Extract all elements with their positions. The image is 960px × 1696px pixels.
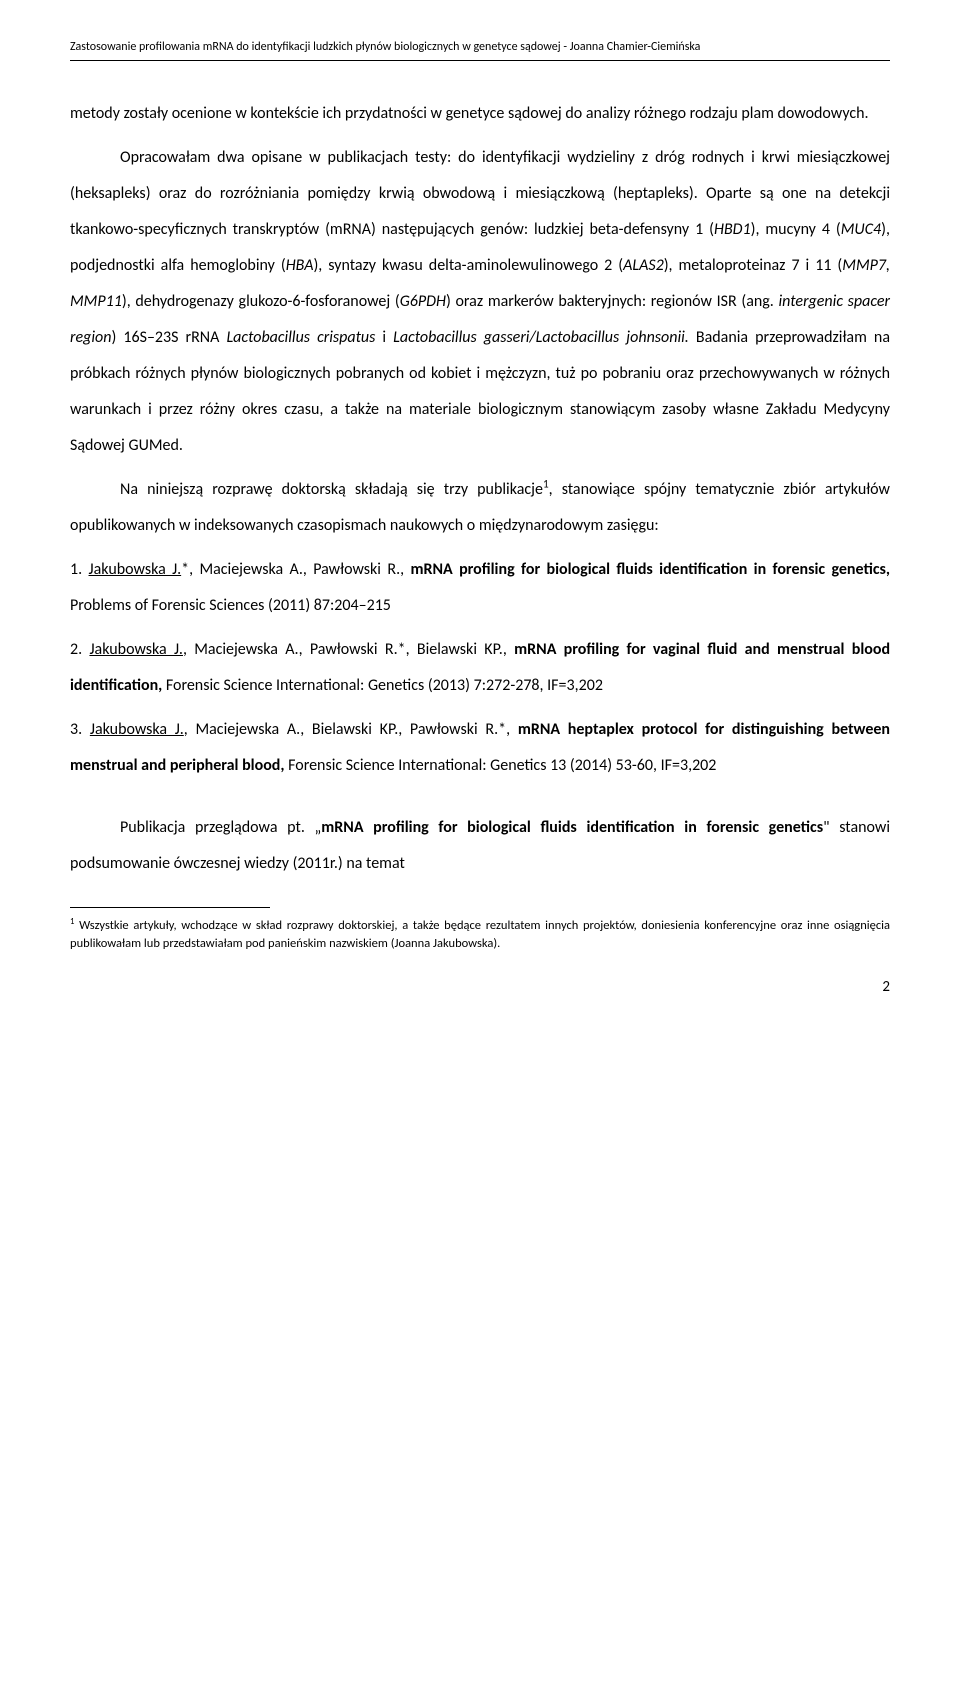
publication-title: mRNA profiling for biological fluids ide…	[321, 818, 823, 837]
paragraph-4: Publikacja przeglądowa pt. „mRNA profili…	[70, 810, 890, 882]
text-span: ), metaloproteinaz 7 i 11 (	[664, 256, 843, 275]
gene-name: ALAS2	[623, 256, 664, 275]
ref-journal: Forensic Science International: Genetics…	[162, 676, 603, 695]
reference-1: 1. Jakubowska J.*, Maciejewska A., Pawło…	[70, 552, 890, 624]
page-number: 2	[70, 978, 890, 996]
ref-number: 3.	[70, 720, 90, 739]
ref-journal: Problems of Forensic Sciences (2011) 87:…	[70, 596, 391, 615]
ref-number: 1.	[70, 560, 89, 579]
footnote-divider	[70, 907, 270, 908]
ref-authors-rest: , Maciejewska A., Pawłowski R.*, Bielaws…	[183, 640, 514, 659]
gene-name: MUC4	[841, 220, 881, 239]
ref-authors-rest: *, Maciejewska A., Pawłowski R.,	[181, 560, 410, 579]
gene-name: HBD1	[714, 220, 751, 239]
text-span: ) 16S–23S rRNA	[111, 328, 226, 347]
paragraph-3: Na niniejszą rozprawę doktorską składają…	[70, 472, 890, 544]
text-span: ), mucyny 4 (	[751, 220, 841, 239]
text-span: ), syntazy kwasu delta-aminolewulinowego…	[313, 256, 623, 275]
species-name: Lactobacillus crispatus	[226, 328, 375, 347]
document-body: metody zostały ocenione w kontekście ich…	[70, 96, 890, 882]
ref-journal: Forensic Science International: Genetics…	[285, 756, 717, 775]
reference-3: 3. Jakubowska J., Maciejewska A., Bielaw…	[70, 712, 890, 784]
species-name: Lactobacillus gasseri/Lactobacillus john…	[393, 328, 689, 347]
text-span: metody zostały ocenione w kontekście ich…	[70, 104, 869, 123]
reference-2: 2. Jakubowska J., Maciejewska A., Pawłow…	[70, 632, 890, 704]
ref-author: Jakubowska J.	[89, 560, 182, 579]
spacer	[70, 792, 890, 810]
footnote-text: Wszystkie artykuły, wchodzące w skład ro…	[70, 918, 890, 951]
ref-author: Jakubowska J.	[89, 640, 183, 659]
footnote: 1 Wszystkie artykuły, wchodzące w skład …	[70, 916, 890, 953]
paragraph-1: metody zostały ocenione w kontekście ich…	[70, 96, 890, 132]
text-span: Na niniejszą rozprawę doktorską składają…	[120, 480, 543, 499]
text-span: ) oraz markerów bakteryjnych: regionów I…	[446, 292, 779, 311]
paragraph-2: Opracowałam dwa opisane w publikacjach t…	[70, 140, 890, 464]
header-text: Zastosowanie profilowania mRNA do identy…	[70, 40, 700, 54]
text-span: Publikacja przeglądowa pt. „	[120, 818, 321, 837]
ref-number: 2.	[70, 640, 89, 659]
text-span: Badania przeprowadziłam na próbkach różn…	[70, 328, 890, 455]
gene-name: G6PDH	[400, 292, 446, 311]
ref-author: Jakubowska J.	[90, 720, 184, 739]
ref-title: mRNA profiling for biological fluids ide…	[410, 560, 890, 579]
text-span: ), dehydrogenazy glukozo-6-fosforanowej …	[122, 292, 400, 311]
page-header: Zastosowanie profilowania mRNA do identy…	[70, 40, 890, 61]
gene-name: HBA	[286, 256, 314, 275]
ref-authors-rest: , Maciejewska A., Bielawski KP., Pawłows…	[184, 720, 518, 739]
text-span: i	[375, 328, 393, 347]
